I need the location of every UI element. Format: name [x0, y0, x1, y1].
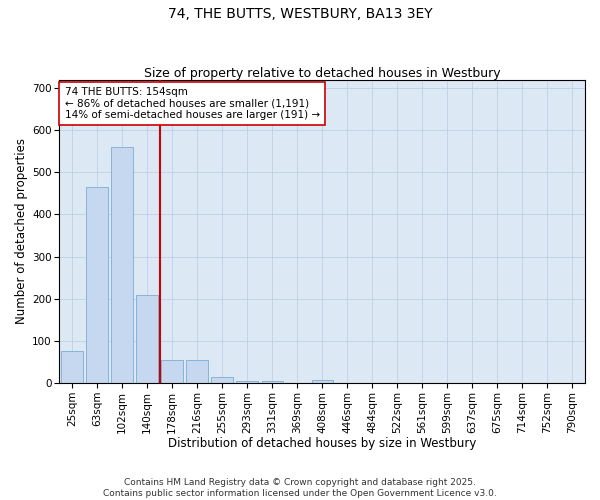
Title: Size of property relative to detached houses in Westbury: Size of property relative to detached ho…: [144, 66, 500, 80]
Bar: [136, 296, 158, 383]
Bar: [112, 147, 133, 383]
Text: 74, THE BUTTS, WESTBURY, BA13 3EY: 74, THE BUTTS, WESTBURY, BA13 3EY: [167, 8, 433, 22]
Text: Contains HM Land Registry data © Crown copyright and database right 2025.
Contai: Contains HM Land Registry data © Crown c…: [103, 478, 497, 498]
Y-axis label: Number of detached properties: Number of detached properties: [15, 138, 28, 324]
Text: 74 THE BUTTS: 154sqm
← 86% of detached houses are smaller (1,191)
14% of semi-de: 74 THE BUTTS: 154sqm ← 86% of detached h…: [65, 87, 320, 120]
Bar: [236, 381, 258, 383]
Bar: [187, 360, 208, 383]
Bar: [161, 360, 182, 383]
Bar: [311, 380, 333, 383]
Bar: [262, 381, 283, 383]
Bar: [86, 187, 107, 383]
Bar: [211, 376, 233, 383]
Bar: [61, 352, 83, 383]
X-axis label: Distribution of detached houses by size in Westbury: Distribution of detached houses by size …: [168, 437, 476, 450]
